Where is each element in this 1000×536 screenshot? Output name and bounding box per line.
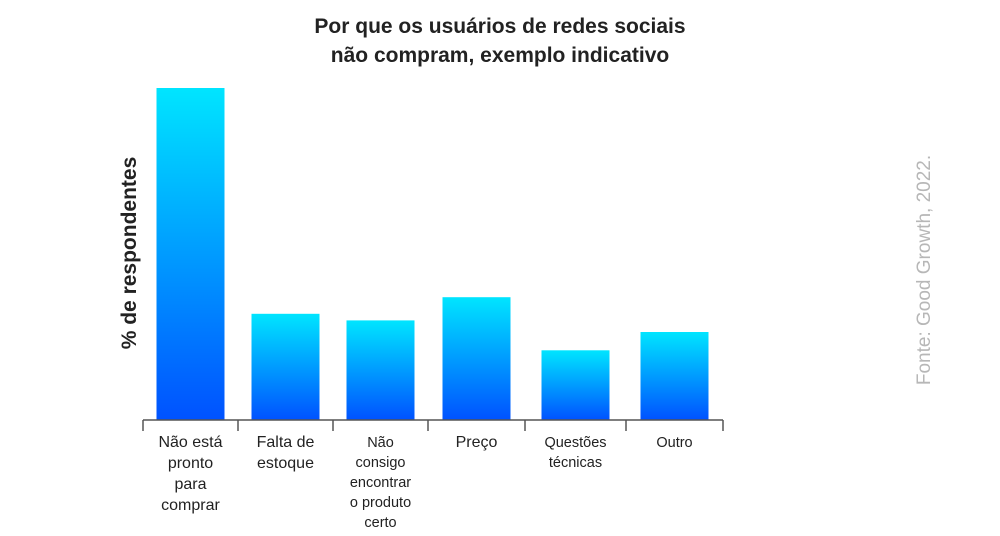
category-label-3-line-2: consigo	[356, 455, 406, 471]
bar-4	[442, 297, 511, 420]
category-label-6-line-1: Outro	[656, 435, 692, 451]
category-label-3-line-3: encontrar	[350, 475, 411, 491]
chart-title-line-2: não compram, exemplo indicativo	[331, 44, 669, 67]
bars-group	[156, 88, 709, 420]
bar-5	[541, 350, 610, 420]
category-label-3-line-1: Não	[367, 435, 394, 451]
bar-2	[251, 313, 320, 420]
category-label-3-line-5: certo	[364, 515, 396, 531]
bar-6	[640, 332, 709, 420]
category-label-1-line-4: comprar	[161, 497, 220, 514]
category-labels: Não está pronto para comprar Falta de estoque…	[158, 434, 692, 531]
category-label-4-line-1: Preço	[456, 434, 498, 451]
category-label-5: Questões técnicas	[544, 435, 606, 471]
category-label-6: Outro	[656, 435, 692, 451]
category-label-1: Não está pronto para comprar	[158, 434, 222, 514]
category-label-3: Não consigo encontrar o produto certo	[350, 435, 411, 531]
category-label-5-line-1: Questões	[544, 435, 606, 451]
bar-1	[156, 88, 225, 420]
category-label-1-line-2: pronto	[168, 455, 213, 472]
category-label-2: Falta de estoque	[257, 434, 315, 472]
x-axis	[142, 419, 724, 431]
chart-title-line-1: Por que os usuários de redes sociais	[314, 15, 685, 38]
category-label-4: Preço	[456, 434, 498, 451]
category-label-3-line-4: o produto	[350, 495, 411, 511]
category-label-1-line-1: Não está	[158, 434, 222, 451]
category-label-2-line-2: estoque	[257, 455, 314, 472]
category-label-5-line-2: técnicas	[549, 455, 602, 471]
y-axis-label: % de respondentes	[118, 157, 141, 350]
source-note: Fonte: Good Growth, 2022.	[914, 155, 935, 385]
category-label-2-line-1: Falta de	[257, 434, 315, 451]
bar-3	[346, 320, 415, 420]
category-label-1-line-3: para	[174, 476, 206, 493]
